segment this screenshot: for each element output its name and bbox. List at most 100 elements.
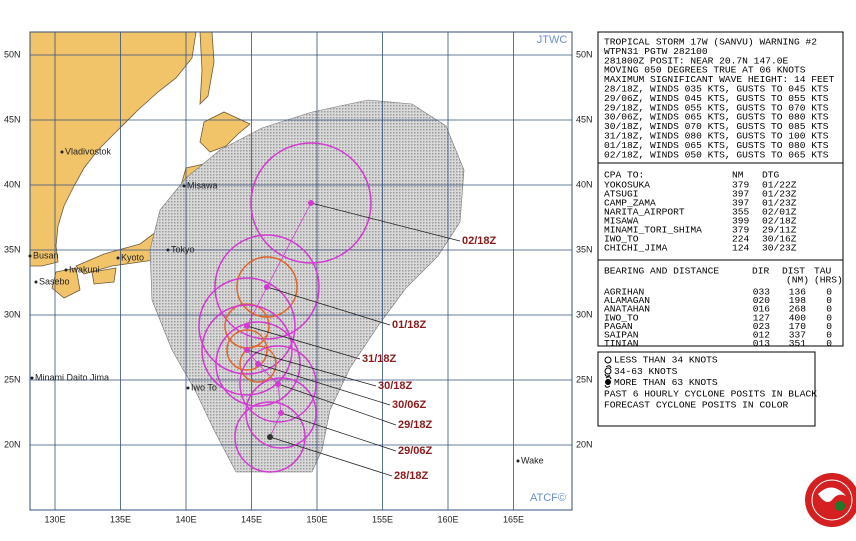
cpa-cell: 399 [732, 216, 750, 227]
bearing-cell: 136 [789, 287, 807, 298]
storm-position [255, 361, 261, 367]
cpa-cell: 397 [732, 189, 749, 200]
lon-label: 140E [175, 514, 196, 524]
leader-line [257, 363, 391, 406]
storm-position [308, 200, 314, 206]
bearing-subheader: (HRS) [814, 275, 843, 286]
cpa-cell: CAMP_ZAMA [604, 198, 656, 209]
place-name: Busan [33, 250, 59, 260]
cpa-cell: 30/23Z [762, 243, 797, 254]
bearing-cell: 0 [826, 295, 832, 306]
warning-line: 31/18Z, WINDS 080 KTS, GUSTS TO 100 KTS [604, 131, 829, 142]
place-name: Iwakuni [69, 264, 100, 274]
cpa-header: CPA TO: [604, 170, 644, 181]
wind-radii [239, 345, 277, 383]
cpa-cell: CHICHI_JIMA [604, 243, 668, 254]
leader-line [277, 383, 397, 426]
legend-line: FORECAST CYCLONE POSITS IN COLOR [604, 400, 788, 411]
wind-radii [234, 401, 306, 473]
leader-line [310, 202, 461, 242]
bearing-cell: 0 [826, 312, 832, 323]
place-dot [182, 184, 186, 188]
place-dot [28, 254, 32, 258]
cpa-cell: 01/23Z [762, 198, 797, 209]
bearing-header: DIR [752, 266, 770, 277]
cpa-cell: MINAMI_TORI_SHIMA [604, 225, 702, 236]
warning-line: MAXIMUM SIGNIFICANT WAVE HEIGHT: 14 FEET [604, 74, 835, 85]
lon-label: 150E [306, 514, 327, 524]
wind-radii [245, 377, 317, 449]
warning-line: 29/06Z, WINDS 045 KTS, GUSTS TO 055 KTS [604, 93, 829, 104]
bearing-cell: 023 [753, 321, 771, 332]
warning-line: WTPN31 PGTW 282100 [604, 46, 708, 57]
map-header: JTWC [537, 34, 568, 46]
cpa-cell: 02/18Z [762, 216, 797, 227]
map: JTWC ATCF© [30, 32, 572, 510]
bearing-cell: 0 [826, 338, 832, 349]
legend-symbol [604, 356, 612, 364]
bearing-cell: 0 [826, 304, 832, 315]
wind-radii [198, 277, 296, 375]
bearing-cell: 337 [789, 330, 806, 341]
legend-line: LESS THAN 34 KNOTS [614, 355, 718, 366]
cpa-cell: YOKOSUKA [604, 180, 650, 191]
lon-label: 145E [241, 514, 262, 524]
shikoku [91, 267, 117, 285]
storm-position [275, 381, 281, 387]
lat-label: 35N [576, 244, 593, 254]
hokkaido [199, 111, 251, 153]
legend-box [597, 351, 816, 427]
wind-radii [250, 142, 372, 264]
cpa-cell: 124 [732, 243, 750, 254]
wind-radii [226, 329, 268, 371]
bearing-cell: 033 [753, 287, 771, 298]
bearing-cell: 016 [753, 304, 771, 315]
bearing-cell: TINIAN [604, 338, 639, 349]
cpa-header: DTG [762, 170, 780, 181]
cpa-cell: 01/22Z [762, 180, 797, 191]
map-labels: 50N 50N 45N 45N 40N 40N 35N 35N 30N 30N 25N 25N 20N 2… [4, 49, 593, 524]
cpa-cell: 379 [732, 225, 750, 236]
warning-line: MOVING 050 DEGREES TRUE AT 06 KNOTS [604, 65, 806, 76]
place-name: Kyoto [121, 252, 144, 262]
bearing-cell: 012 [753, 330, 771, 341]
cpa-cell: ATSUGI [604, 189, 639, 200]
forecast-label: 02/18Z [462, 235, 497, 247]
wind-radii [239, 345, 317, 423]
place-name: Tokyo [171, 244, 195, 254]
warning-line: 30/06Z, WINDS 065 KTS, GUSTS TO 080 KTS [604, 112, 829, 123]
forecast-label: 30/18Z [378, 380, 413, 392]
legend-line: MORE THAN 63 KNOTS [614, 377, 718, 388]
cpa-cell: 30/16Z [762, 234, 797, 245]
leader-line [266, 286, 391, 326]
bearing-cell: 268 [789, 304, 807, 315]
warning-line: 29/18Z, WINDS 055 KTS, GUSTS TO 070 KTS [604, 102, 829, 113]
warning-line: 28/18Z, WINDS 035 KTS, GUSTS TO 045 KTS [604, 84, 829, 95]
map-footer: ATCF© [530, 492, 566, 504]
bearing-cell: 170 [789, 321, 807, 332]
warning-line: 281800Z POSIT: NEAR 20.7N 147.0E [604, 55, 788, 66]
place-dot [34, 280, 38, 284]
cpa-cell: 02/01Z [762, 207, 797, 218]
mainland [30, 32, 197, 267]
forecast-cone [149, 99, 465, 473]
lat-label: 40N [576, 179, 593, 189]
legend-line: PAST 6 HOURLY CYCLONE POSITS IN BLACK [604, 388, 817, 399]
leader-line [246, 349, 377, 387]
legend-symbol [604, 376, 612, 388]
place-name: Vladivostok [65, 146, 112, 156]
lat-label: 20N [576, 439, 593, 449]
lat-label: 25N [4, 374, 21, 384]
place-name: Minami Daito Jima [35, 372, 109, 382]
bearing-cell: 0 [826, 287, 832, 298]
lat-label: 30N [4, 309, 21, 319]
bearing-cell: AGRIHAN [604, 287, 644, 298]
place-name: Misawa [187, 180, 218, 190]
cpa-cell: 01/23Z [762, 189, 797, 200]
warning-line: 02/18Z, WINDS 050 KTS, GUSTS TO 065 KTS [604, 149, 829, 160]
bearing-cell: 020 [753, 295, 771, 306]
bearing-header: BEARING AND DISTANCE [604, 266, 719, 277]
track [246, 202, 312, 438]
